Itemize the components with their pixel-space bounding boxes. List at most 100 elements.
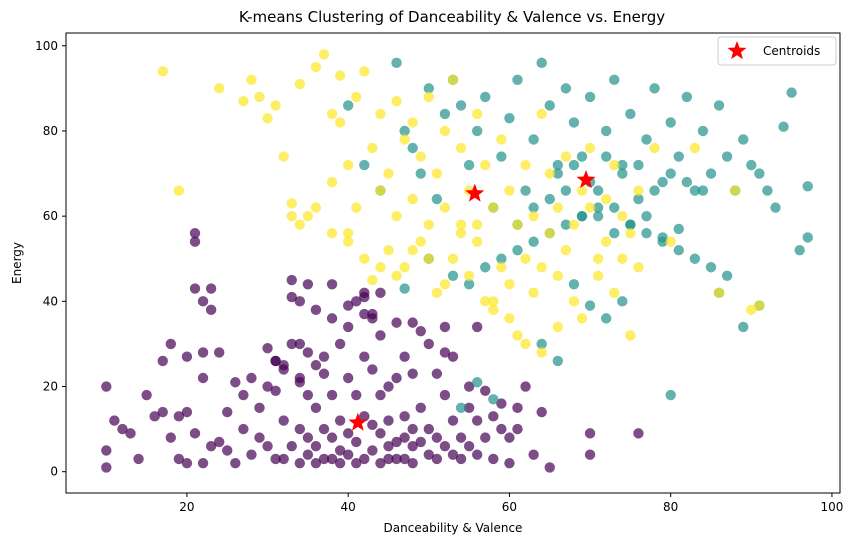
- data-point-cluster-2: [471, 108, 483, 120]
- data-point-cluster-0: [342, 321, 354, 333]
- data-point-cluster-1: [689, 253, 701, 264]
- legend-label-centroids: Centroids: [763, 44, 820, 58]
- data-point-cluster-1: [802, 232, 813, 243]
- data-point-cluster-0: [294, 423, 306, 435]
- data-point-cluster-0: [367, 364, 378, 375]
- x-tick-label: 20: [179, 500, 194, 514]
- data-point-cluster-0: [423, 338, 435, 350]
- data-point-cluster-0: [222, 445, 233, 456]
- data-point-cluster-1: [762, 185, 773, 196]
- data-point-cluster-0: [222, 406, 233, 418]
- data-point-cluster-1: [544, 193, 555, 205]
- y-axis-label: Energy: [10, 242, 24, 284]
- data-point-cluster-1: [560, 219, 572, 230]
- data-point-cluster-2: [359, 66, 370, 77]
- data-point-cluster-1: [568, 117, 580, 128]
- data-point-cluster-0: [246, 372, 257, 384]
- data-point-cluster-2: [447, 253, 459, 264]
- data-point-cluster-2: [665, 236, 676, 247]
- data-point-cluster-0: [496, 423, 507, 435]
- data-point-cluster-1: [463, 279, 475, 290]
- data-point-cluster-0: [407, 423, 418, 435]
- data-point-cluster-2: [504, 279, 515, 290]
- data-point-cluster-1: [697, 125, 709, 137]
- legend-centroid-star-icon: [727, 41, 747, 60]
- data-point-cluster-0: [205, 283, 217, 294]
- data-point-cluster-0: [310, 457, 322, 469]
- data-point-cluster-2: [383, 245, 394, 256]
- data-point-cluster-2: [342, 236, 354, 247]
- data-point-cluster-1: [609, 74, 620, 86]
- data-point-cluster-2: [375, 108, 386, 120]
- data-point-cluster-1: [568, 159, 580, 171]
- data-point-cluster-2: [407, 117, 418, 128]
- data-point-cluster-0: [334, 415, 346, 426]
- data-point-cluster-0: [318, 351, 330, 362]
- data-point-cluster-2: [270, 100, 281, 111]
- data-point-cluster-2: [729, 185, 741, 196]
- data-point-cluster-2: [375, 262, 386, 273]
- data-point-cluster-2: [576, 313, 588, 324]
- legend-box: [717, 36, 837, 66]
- data-point-cluster-2: [334, 117, 346, 128]
- data-point-cluster-2: [326, 176, 338, 188]
- y-tick-label: 20: [43, 380, 58, 394]
- data-point-cluster-1: [649, 185, 660, 196]
- data-point-cluster-0: [302, 279, 314, 290]
- data-point-cluster-0: [286, 291, 297, 303]
- data-point-cluster-2: [447, 74, 459, 86]
- data-point-cluster-0: [375, 389, 386, 401]
- data-point-cluster-2: [496, 262, 507, 273]
- data-point-cluster-1: [471, 125, 483, 137]
- data-point-cluster-0: [471, 415, 483, 426]
- data-point-cluster-1: [512, 74, 523, 86]
- data-point-cluster-2: [568, 219, 580, 230]
- data-point-cluster-0: [101, 445, 112, 456]
- data-point-cluster-2: [592, 253, 604, 264]
- y-tick-label: 0: [50, 465, 58, 479]
- data-point-cluster-0: [391, 317, 402, 328]
- data-point-cluster-0: [294, 338, 306, 350]
- data-point-cluster-0: [262, 440, 273, 452]
- data-point-cluster-2: [560, 245, 572, 256]
- data-point-cluster-1: [617, 296, 628, 307]
- data-point-cluster-1: [689, 185, 701, 196]
- data-point-cluster-2: [173, 185, 185, 196]
- data-point-cluster-2: [294, 219, 306, 230]
- x-tick-label: 60: [502, 500, 517, 514]
- data-point-cluster-2: [471, 219, 483, 230]
- data-point-cluster-0: [342, 428, 354, 439]
- data-point-cluster-0: [326, 279, 338, 290]
- data-point-cluster-0: [351, 436, 362, 448]
- data-point-cluster-2: [286, 198, 297, 209]
- data-point-cluster-1: [399, 283, 410, 294]
- data-point-cluster-0: [302, 432, 314, 443]
- data-point-cluster-0: [294, 296, 306, 307]
- data-point-cluster-1: [584, 300, 596, 311]
- data-point-cluster-0: [173, 411, 185, 422]
- y-tick-label: 40: [43, 294, 58, 308]
- data-point-cluster-2: [480, 296, 491, 307]
- data-point-cluster-1: [746, 159, 757, 171]
- data-point-cluster-1: [423, 83, 435, 94]
- data-point-cluster-0: [383, 453, 394, 465]
- data-point-cluster-2: [528, 287, 539, 299]
- x-axis-ticks: 20 40 60 80 100: [179, 493, 843, 514]
- data-point-cluster-0: [463, 381, 475, 392]
- data-point-cluster-2: [391, 210, 402, 222]
- data-point-cluster-2: [504, 185, 515, 196]
- data-point-cluster-0: [310, 360, 322, 371]
- data-point-cluster-2: [480, 159, 491, 171]
- data-point-cluster-2: [488, 202, 499, 213]
- data-point-cluster-0: [455, 453, 467, 465]
- data-point-cluster-0: [351, 296, 362, 307]
- chart-title: K-means Clustering of Danceability & Val…: [239, 8, 665, 26]
- data-point-cluster-2: [584, 202, 596, 213]
- data-point-cluster-0: [520, 381, 531, 392]
- data-point-cluster-2: [415, 151, 426, 162]
- data-point-cluster-2: [302, 210, 314, 222]
- data-point-cluster-1: [552, 355, 564, 367]
- data-point-cluster-0: [197, 372, 209, 384]
- data-point-cluster-2: [439, 279, 451, 290]
- y-axis-ticks: 0 20 40 60 80 100: [35, 39, 66, 479]
